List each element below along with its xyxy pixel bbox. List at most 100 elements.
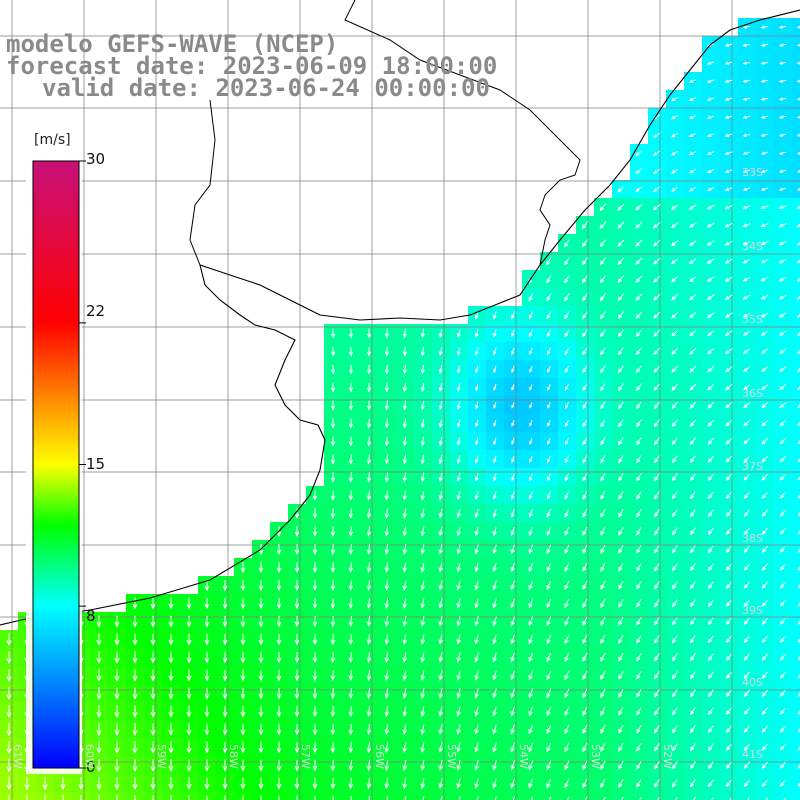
lon-label: 57W [299, 744, 312, 769]
wind-arrow [618, 580, 624, 590]
wind-arrow [546, 742, 552, 753]
wind-arrow [672, 761, 678, 770]
wind-arrow [456, 598, 461, 609]
wind-arrow [747, 797, 750, 800]
wind-arrow [635, 257, 643, 265]
wind-arrow [760, 97, 769, 101]
wind-arrow [530, 796, 534, 800]
wind-arrow [688, 258, 697, 264]
wind-speed-cell [792, 738, 800, 757]
wind-arrow [670, 222, 679, 229]
wind-arrow [422, 796, 425, 800]
wind-arrow [778, 312, 787, 318]
wind-arrow [510, 724, 515, 735]
wind-arrow [725, 671, 732, 680]
wind-arrow [671, 293, 679, 301]
wind-arrow [258, 616, 264, 628]
wind-arrow [168, 669, 174, 682]
wind-arrow [599, 311, 606, 320]
wind-arrow [564, 580, 570, 591]
wind-arrow [240, 562, 246, 574]
wind-arrow [760, 115, 769, 119]
wind-arrow [707, 419, 715, 427]
wind-arrow [330, 508, 336, 519]
wind-arrow [474, 616, 479, 627]
wind-speed-cell [792, 324, 800, 343]
wind-arrow [258, 687, 264, 700]
wind-speed-cell [792, 252, 800, 271]
lon-label: 60W [83, 744, 96, 769]
wind-arrow [760, 312, 769, 318]
wind-arrow [635, 150, 643, 157]
wind-arrow [420, 472, 425, 483]
wind-arrow [276, 741, 282, 754]
wind-arrow [779, 707, 786, 715]
wind-arrow [348, 400, 354, 411]
wind-arrow [725, 366, 733, 373]
wind-arrow [779, 563, 786, 571]
wind-arrow [168, 705, 174, 718]
wind-arrow [635, 329, 643, 338]
wind-speed-cell [792, 108, 800, 127]
wind-arrow [6, 740, 12, 755]
wind-arrow [258, 598, 264, 610]
wind-arrow [493, 419, 497, 427]
wind-arrow [743, 491, 750, 499]
wind-arrow [654, 473, 660, 482]
wind-arrow [312, 634, 318, 646]
wind-arrow [546, 598, 552, 609]
wind-arrow [797, 620, 800, 625]
lat-label: 36S [742, 387, 763, 400]
wind-arrow [492, 580, 497, 591]
wind-arrow [258, 669, 264, 682]
wind-arrow [654, 527, 660, 536]
wind-arrow [546, 275, 552, 284]
wind-arrow [96, 741, 102, 754]
wind-speed-cell [738, 792, 757, 800]
wind-arrow [474, 526, 479, 537]
wind-arrow [707, 491, 714, 500]
wind-arrow [743, 689, 750, 697]
wind-arrow [707, 563, 714, 572]
wind-arrow [294, 544, 300, 555]
wind-arrow [690, 563, 696, 572]
wind-arrow [725, 563, 732, 572]
wind-arrow [760, 61, 769, 65]
wind-arrow [438, 706, 443, 717]
wind-arrow [492, 688, 497, 699]
wind-arrow [258, 759, 264, 772]
wind-arrow [654, 581, 660, 590]
wind-arrow [582, 580, 588, 591]
wind-arrow [584, 796, 588, 800]
wind-arrow [456, 562, 461, 573]
wind-arrow [438, 742, 444, 753]
wind-arrow [779, 402, 787, 409]
wind-arrow [689, 725, 696, 734]
wind-arrow [778, 133, 787, 137]
wind-arrow [132, 759, 138, 772]
wind-arrow [78, 777, 84, 791]
wind-arrow [348, 580, 354, 591]
wind-arrow [6, 722, 12, 737]
wind-arrow [743, 707, 750, 715]
wind-arrow [635, 311, 643, 319]
wind-arrow [312, 652, 318, 664]
wind-arrow [312, 723, 318, 736]
wind-arrow [724, 187, 733, 191]
wind-arrow [168, 615, 174, 628]
wind-arrow [725, 491, 732, 499]
wind-arrow [670, 114, 679, 120]
wind-arrow [204, 579, 210, 592]
wind-arrow [600, 760, 606, 771]
wind-arrow [618, 616, 624, 626]
wind-arrow [456, 580, 461, 591]
wind-arrow [98, 795, 100, 800]
wind-arrow [761, 779, 768, 787]
wind-arrow [779, 384, 787, 391]
wind-arrow [96, 633, 102, 646]
wind-arrow [564, 652, 570, 663]
wind-arrow [707, 779, 714, 788]
wind-arrow [548, 796, 552, 800]
wind-arrow [618, 652, 624, 662]
